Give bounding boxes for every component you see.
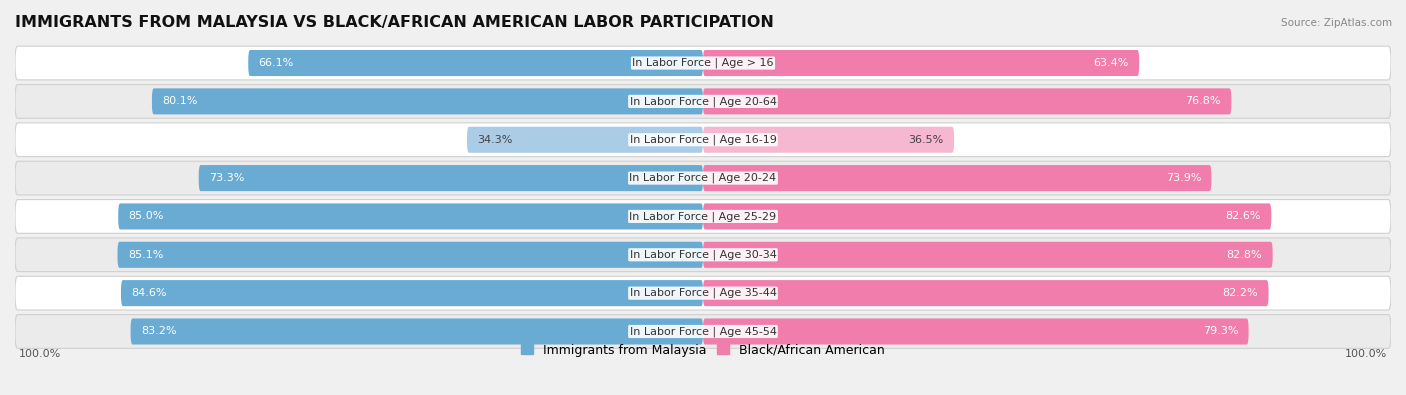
Text: 82.6%: 82.6% [1226,211,1261,222]
Text: 85.0%: 85.0% [128,211,165,222]
FancyBboxPatch shape [15,46,1391,80]
FancyBboxPatch shape [198,165,703,191]
FancyBboxPatch shape [703,165,1212,191]
Text: 34.3%: 34.3% [477,135,513,145]
FancyBboxPatch shape [15,199,1391,233]
FancyBboxPatch shape [118,242,703,268]
Text: 76.8%: 76.8% [1185,96,1220,106]
Text: 73.3%: 73.3% [209,173,245,183]
Text: 79.3%: 79.3% [1202,327,1239,337]
Text: 36.5%: 36.5% [908,135,943,145]
Text: 100.0%: 100.0% [18,349,60,359]
Text: 82.2%: 82.2% [1223,288,1258,298]
Text: In Labor Force | Age > 16: In Labor Force | Age > 16 [633,58,773,68]
Text: 66.1%: 66.1% [259,58,294,68]
Text: In Labor Force | Age 20-24: In Labor Force | Age 20-24 [630,173,776,183]
FancyBboxPatch shape [249,50,703,76]
FancyBboxPatch shape [15,123,1391,156]
FancyBboxPatch shape [703,242,1272,268]
FancyBboxPatch shape [152,88,703,115]
Text: 82.8%: 82.8% [1226,250,1263,260]
Text: 100.0%: 100.0% [1346,349,1388,359]
Text: 83.2%: 83.2% [141,327,176,337]
Text: In Labor Force | Age 20-64: In Labor Force | Age 20-64 [630,96,776,107]
Text: Source: ZipAtlas.com: Source: ZipAtlas.com [1281,18,1392,28]
Text: 63.4%: 63.4% [1094,58,1129,68]
Text: In Labor Force | Age 25-29: In Labor Force | Age 25-29 [630,211,776,222]
Text: IMMIGRANTS FROM MALAYSIA VS BLACK/AFRICAN AMERICAN LABOR PARTICIPATION: IMMIGRANTS FROM MALAYSIA VS BLACK/AFRICA… [15,15,773,30]
Text: In Labor Force | Age 45-54: In Labor Force | Age 45-54 [630,326,776,337]
FancyBboxPatch shape [131,318,703,344]
Text: 85.1%: 85.1% [128,250,163,260]
FancyBboxPatch shape [121,280,703,306]
Text: 73.9%: 73.9% [1166,173,1201,183]
Text: In Labor Force | Age 35-44: In Labor Force | Age 35-44 [630,288,776,298]
FancyBboxPatch shape [15,238,1391,272]
FancyBboxPatch shape [15,161,1391,195]
FancyBboxPatch shape [703,203,1271,229]
Legend: Immigrants from Malaysia, Black/African American: Immigrants from Malaysia, Black/African … [517,340,889,361]
FancyBboxPatch shape [703,318,1249,344]
FancyBboxPatch shape [703,280,1268,306]
Text: In Labor Force | Age 30-34: In Labor Force | Age 30-34 [630,250,776,260]
FancyBboxPatch shape [703,127,955,153]
FancyBboxPatch shape [15,276,1391,310]
FancyBboxPatch shape [118,203,703,229]
FancyBboxPatch shape [15,314,1391,348]
FancyBboxPatch shape [467,127,703,153]
FancyBboxPatch shape [15,85,1391,118]
Text: 80.1%: 80.1% [162,96,198,106]
FancyBboxPatch shape [703,88,1232,115]
FancyBboxPatch shape [703,50,1139,76]
Text: 84.6%: 84.6% [131,288,167,298]
Text: In Labor Force | Age 16-19: In Labor Force | Age 16-19 [630,134,776,145]
